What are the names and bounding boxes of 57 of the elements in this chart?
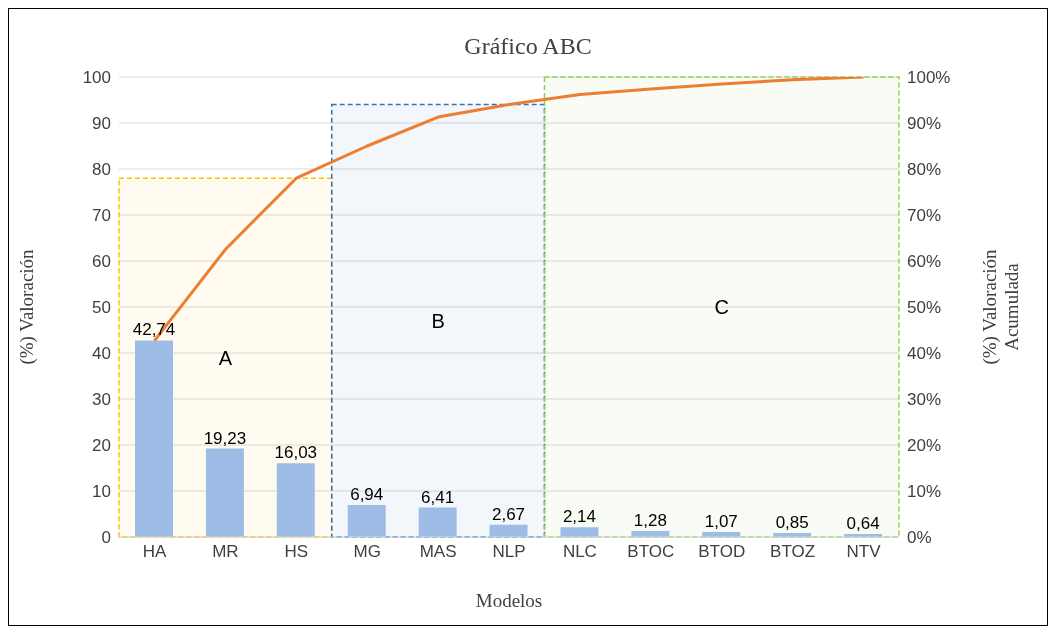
x-axis-title: Modelos: [475, 590, 543, 611]
y2-tick-label: 0%: [907, 528, 932, 548]
data-label: 2,14: [562, 507, 596, 527]
bar: [347, 505, 386, 537]
y2-tick-label: 10%: [907, 482, 942, 502]
y2-tick-label: 90%: [907, 114, 942, 134]
bar: [276, 463, 315, 537]
data-label: 6,94: [350, 485, 384, 505]
y-tick-label: 90: [92, 114, 111, 134]
y2-tick-label: 70%: [907, 206, 942, 226]
x-tick-label: HA: [142, 542, 167, 562]
y-tick-label: 40: [92, 344, 111, 364]
band-label: A: [218, 346, 233, 369]
y2-tick-label: 20%: [907, 436, 942, 456]
y2-tick-label: 50%: [907, 298, 942, 318]
y-tick-label: 50: [92, 298, 111, 318]
y2-tick-label: 100%: [907, 68, 951, 88]
y-tick-label: 30: [92, 390, 111, 410]
x-tick-label: BTOC: [627, 542, 675, 562]
data-label: 6,41: [421, 487, 455, 507]
bar: [560, 527, 599, 537]
x-tick-label: NLC: [562, 542, 597, 562]
y2-tick-label: 40%: [907, 344, 942, 364]
chart-title: Gráfico ABC: [463, 32, 593, 61]
y2-axis-title: (%) Valoración Acumulada: [979, 248, 1022, 365]
x-tick-label: NLP: [492, 542, 526, 562]
y-tick-label: 70: [92, 206, 111, 226]
x-tick-label: MR: [212, 542, 239, 562]
x-tick-label: NTV: [846, 542, 882, 562]
bar: [135, 340, 173, 537]
data-label: 1,07: [704, 512, 738, 532]
data-label: 19,23: [203, 428, 247, 448]
x-tick-label: MG: [353, 542, 381, 562]
x-tick-label: MAS: [419, 542, 457, 562]
bar: [418, 507, 457, 537]
data-label: 16,03: [274, 443, 318, 463]
data-label: 2,67: [492, 504, 526, 524]
x-tick-label: HS: [284, 542, 309, 562]
band-label: B: [431, 309, 445, 332]
bar: [205, 448, 244, 537]
x-tick-label: BTOD: [698, 542, 746, 562]
y-tick-label: 10: [92, 482, 111, 502]
y-tick-label: 60: [92, 252, 111, 272]
x-tick-label: BTOZ: [770, 542, 816, 562]
band-label: C: [714, 296, 729, 319]
data-label: 1,28: [633, 511, 667, 531]
bar: [489, 524, 528, 537]
y-tick-label: 80: [92, 160, 111, 180]
data-label: 0,64: [846, 514, 880, 534]
y2-tick-label: 80%: [907, 160, 942, 180]
y-tick-label: 20: [92, 436, 111, 456]
y-axis-title: (%) Valoración: [16, 248, 38, 365]
y2-tick-label: 30%: [907, 390, 942, 410]
y-tick-label: 100: [82, 68, 111, 88]
y-tick-label: 0: [101, 528, 111, 548]
data-label: 0,85: [775, 513, 809, 533]
y2-tick-label: 60%: [907, 252, 942, 272]
